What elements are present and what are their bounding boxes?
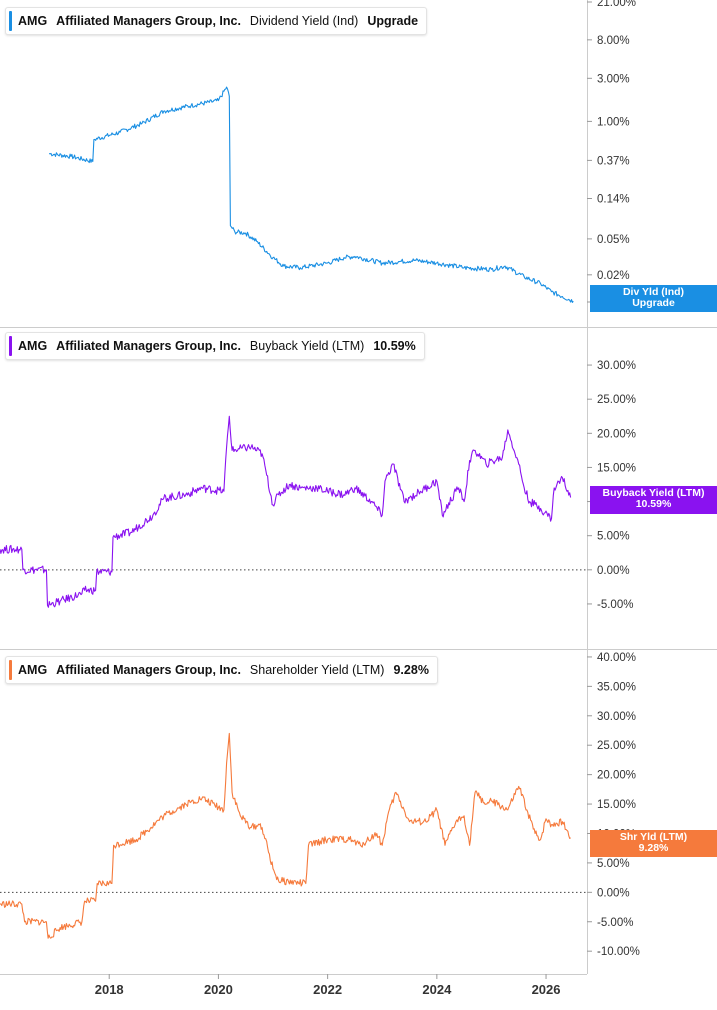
legend-dividend[interactable]: AMG Affiliated Managers Group, Inc. Divi… (5, 7, 428, 35)
legend-metric: Shareholder Yield (LTM) (249, 663, 385, 677)
legend-company: Affiliated Managers Group, Inc. (56, 663, 241, 677)
y-tick-label: 30.00% (597, 360, 636, 372)
legend-ticker: AMG (18, 339, 48, 353)
tag-value: 9.28% (638, 842, 669, 854)
y-tick-label: 8.00% (597, 35, 630, 47)
x-tick-label: 2020 (204, 982, 233, 997)
legend-value: 9.28% (393, 663, 429, 677)
x-tick-label: 2026 (532, 982, 561, 997)
legend-ticker: AMG (18, 14, 48, 28)
y-tick-label: 40.00% (597, 652, 636, 664)
y-tick-label: -5.00% (597, 599, 633, 611)
y-tick-label: 35.00% (597, 681, 636, 693)
y-tick-label: 25.00% (597, 394, 636, 406)
y-tick-label: 20.00% (597, 428, 636, 440)
series-line-dividend (48, 86, 574, 303)
legend-ticker: AMG (18, 663, 48, 677)
y-tick-label: 1.00% (597, 116, 630, 128)
y-tick-label: 5.00% (597, 858, 630, 870)
tag-label: Div Yld (Ind) (622, 286, 685, 298)
y-tick-label: -5.00% (597, 917, 633, 929)
x-tick-label: 2024 (422, 982, 452, 997)
tag-buyback: Buyback Yield (LTM) 10.59% (590, 486, 717, 514)
x-tick-label: 2018 (95, 982, 124, 997)
y-tick-label: 25.00% (597, 740, 636, 752)
y-tick-label: 30.00% (597, 711, 636, 723)
legend-value: 10.59% (373, 339, 416, 353)
tag-value: Upgrade (632, 297, 675, 309)
legend-buyback[interactable]: AMG Affiliated Managers Group, Inc. Buyb… (5, 332, 425, 360)
y-tick-label: 15.00% (597, 799, 636, 811)
legend-shareholder[interactable]: AMG Affiliated Managers Group, Inc. Shar… (5, 656, 438, 684)
legend-color-bar (9, 11, 12, 31)
series-line-buyback (0, 415, 572, 608)
series-line-shareholder (0, 732, 571, 939)
y-tick-label: -10.00% (597, 946, 640, 958)
legend-metric: Dividend Yield (Ind) (249, 14, 359, 28)
x-tick-label: 2022 (313, 982, 342, 997)
y-tick-label: 21.00% (597, 0, 636, 9)
tag-label: Buyback Yield (LTM) (602, 487, 705, 499)
y-tick-label: 5.00% (597, 531, 630, 543)
legend-metric: Buyback Yield (LTM) (249, 339, 365, 353)
legend-color-bar (9, 336, 12, 356)
tag-dividend: Div Yld (Ind) Upgrade (590, 285, 717, 312)
legend-company: Affiliated Managers Group, Inc. (56, 14, 241, 28)
tag-shareholder: Shr Yld (LTM) 9.28% (590, 830, 717, 857)
tag-label: Shr Yld (LTM) (619, 831, 688, 843)
y-tick-label: 0.05% (597, 234, 630, 246)
legend-company: Affiliated Managers Group, Inc. (56, 339, 241, 353)
y-tick-label: 0.14% (597, 194, 630, 206)
tag-value: 10.59% (635, 498, 672, 510)
y-tick-label: 15.00% (597, 462, 636, 474)
legend-color-bar (9, 660, 12, 680)
legend-value[interactable]: Upgrade (367, 14, 419, 28)
y-tick-label: 0.37% (597, 155, 630, 167)
y-tick-label: 0.00% (597, 887, 630, 899)
y-tick-label: 0.02% (597, 270, 630, 282)
y-tick-label: 0.00% (597, 565, 630, 577)
y-tick-label: 3.00% (597, 73, 630, 85)
y-tick-label: 20.00% (597, 770, 636, 782)
